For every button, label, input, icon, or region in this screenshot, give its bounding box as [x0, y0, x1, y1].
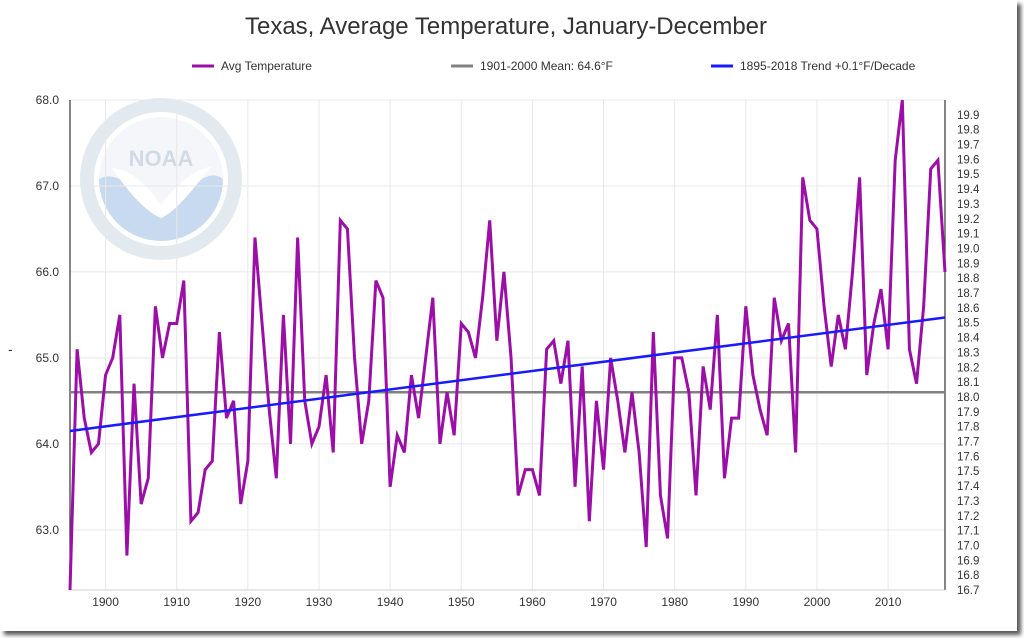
legend: Avg Temperature 1901-2000 Mean: 64.6°F 1…: [192, 59, 916, 73]
y2-tick-label: 17.7: [957, 437, 979, 449]
x-tick-label: 1920: [234, 595, 261, 609]
x-tick-label: 1960: [519, 595, 546, 609]
y2-tick-label: 19.1: [957, 229, 979, 241]
x-tick-label: 1900: [92, 595, 119, 609]
y2-tick-label: 19.5: [957, 169, 979, 181]
y2-tick-label: 18.0: [957, 392, 979, 404]
y2-tick-label: 18.1: [957, 377, 979, 389]
x-tick-label: 2010: [875, 595, 902, 609]
x-tick-label: 1910: [163, 595, 190, 609]
y-axis-ticks: 63.0 64.0 65.0 66.0 67.0 68.0: [36, 93, 60, 537]
noaa-logo: NOAA: [80, 98, 242, 260]
axes: [69, 100, 946, 591]
y-tick-label: 66.0: [36, 265, 60, 279]
y2-tick-label: 17.2: [957, 511, 979, 523]
y-tick-label: 64.0: [36, 437, 60, 451]
chart-title: Texas, Average Temperature, January-Dece…: [245, 13, 767, 40]
legend-item-avg-temperature[interactable]: Avg Temperature: [192, 59, 312, 73]
y2-tick-label: 17.8: [957, 422, 979, 434]
x-tick-label: 1980: [661, 595, 688, 609]
y2-tick-label: 18.6: [957, 303, 979, 315]
y2-tick-label: 18.5: [957, 318, 979, 330]
series-layer: [68, 99, 947, 591]
y2-tick-label: 19.2: [957, 214, 979, 226]
y2-tick-label: 18.9: [957, 258, 979, 270]
y-tick-label: 67.0: [36, 179, 60, 193]
y2-tick-label: 19.6: [957, 154, 979, 166]
y2-tick-label: 17.0: [957, 540, 979, 552]
y2-tick-label: 17.9: [957, 407, 979, 419]
svg-text:-: -: [8, 341, 13, 357]
legend-item-trend[interactable]: 1895-2018 Trend +0.1°F/Decade: [711, 59, 916, 73]
x-tick-label: 1950: [448, 595, 475, 609]
y2-tick-label: 18.3: [957, 347, 979, 359]
y2-tick-label: 18.4: [957, 333, 980, 345]
y-tick-label: 63.0: [36, 523, 60, 537]
legend-label-trend: 1895-2018 Trend +0.1°F/Decade: [740, 59, 916, 73]
y2-tick-label: 18.7: [957, 288, 979, 300]
svg-text:NOAA: NOAA: [129, 146, 194, 171]
y2-tick-label: 17.4: [957, 481, 980, 493]
y-tick-label: 68.0: [36, 93, 60, 107]
y2-tick-label: 19.9: [957, 110, 979, 122]
y2-tick-label: 19.7: [957, 140, 979, 152]
y2-axis-ticks: 16.7 16.8 16.9 17.0 17.1 17.2 17.3 17.4 17.5 17.6…: [957, 110, 980, 597]
x-tick-label: 1970: [590, 595, 617, 609]
y2-tick-label: 16.7: [957, 585, 979, 597]
legend-label-avg-temperature: Avg Temperature: [221, 59, 312, 73]
y2-tick-label: 18.8: [957, 273, 979, 285]
y2-tick-label: 17.5: [957, 466, 979, 478]
x-tick-label: 1940: [377, 595, 404, 609]
x-tick-label: 1930: [306, 595, 333, 609]
x-tick-label: 2000: [804, 595, 831, 609]
x-tick-label: 1990: [732, 595, 759, 609]
y2-tick-label: 16.9: [957, 555, 979, 567]
y2-tick-label: 16.8: [957, 570, 979, 582]
y2-tick-label: 19.3: [957, 199, 979, 211]
avg-temperature-line: [68, 99, 947, 591]
y2-tick-label: 17.1: [957, 526, 979, 538]
legend-label-mean: 1901-2000 Mean: 64.6°F: [480, 59, 613, 73]
y2-tick-label: 19.4: [957, 184, 980, 196]
y2-tick-label: 19.0: [957, 243, 979, 255]
trend-line: [69, 316, 946, 433]
y2-tick-label: 19.8: [957, 125, 979, 137]
x-axis-ticks: 1900 1910 1920 1930 1940 1950 1960 1970 1980 1990…: [92, 595, 902, 609]
y2-tick-label: 17.3: [957, 496, 979, 508]
y2-tick-label: 18.2: [957, 362, 979, 374]
y2-tick-label: 17.6: [957, 451, 979, 463]
legend-item-mean[interactable]: 1901-2000 Mean: 64.6°F: [451, 59, 613, 73]
y-tick-label: 65.0: [36, 351, 60, 365]
